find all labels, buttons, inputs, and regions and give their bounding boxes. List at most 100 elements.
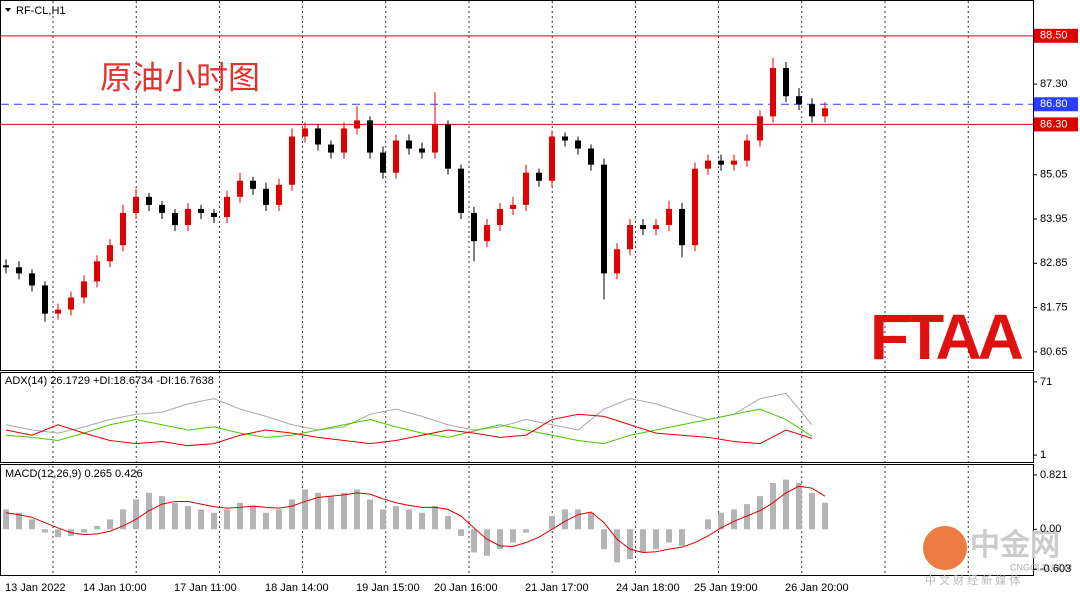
chart-title: 原油小时图 bbox=[100, 59, 260, 95]
x-tick-label: 19 Jan 15:00 bbox=[356, 582, 420, 594]
y-tick-label: 87.30 bbox=[1040, 78, 1068, 90]
histogram-bar bbox=[198, 509, 204, 530]
histogram-bar bbox=[666, 529, 672, 543]
candle-body bbox=[393, 140, 399, 173]
level-tag bbox=[1034, 97, 1078, 112]
candle-body bbox=[29, 273, 35, 286]
histogram-bar bbox=[81, 529, 87, 533]
candle-body bbox=[237, 180, 243, 197]
candle-body bbox=[510, 204, 516, 209]
candle-body bbox=[289, 136, 295, 185]
x-tick-label: 26 Jan 20:00 bbox=[785, 582, 849, 594]
histogram-bar bbox=[3, 509, 9, 530]
y-tick-label: 0.821 bbox=[1040, 469, 1068, 481]
candle-body bbox=[770, 68, 776, 117]
histogram-bar bbox=[497, 529, 503, 550]
histogram-bar bbox=[601, 529, 607, 550]
y-tick-label: 85.05 bbox=[1040, 169, 1068, 181]
histogram-bar bbox=[562, 509, 568, 530]
histogram-bar bbox=[809, 492, 815, 530]
histogram-bar bbox=[341, 492, 347, 530]
level-label: 86.80 bbox=[1040, 98, 1068, 110]
candle-body bbox=[822, 108, 828, 117]
histogram-bar bbox=[263, 512, 269, 530]
candle-body bbox=[731, 160, 737, 165]
histogram-bar bbox=[705, 519, 711, 530]
candle-body bbox=[718, 160, 724, 165]
histogram-bar bbox=[822, 502, 828, 530]
brand-site: CNGOLD.COM bbox=[1010, 562, 1072, 572]
symbol-icon bbox=[5, 8, 11, 12]
histogram-bar bbox=[731, 509, 737, 530]
candle-body bbox=[588, 148, 594, 165]
histogram-bar bbox=[224, 509, 230, 530]
histogram-bar bbox=[484, 529, 490, 556]
candle-body bbox=[224, 196, 230, 218]
candle-body bbox=[783, 68, 789, 97]
level-label: 88.50 bbox=[1040, 30, 1068, 42]
histogram-bar bbox=[458, 529, 464, 536]
y-tick-label: 1 bbox=[1040, 449, 1046, 461]
y-tick-label: 71 bbox=[1040, 376, 1052, 388]
candle-body bbox=[744, 140, 750, 161]
candle-body bbox=[796, 96, 802, 105]
histogram-bar bbox=[94, 525, 100, 530]
y-tick-label: 83.95 bbox=[1040, 213, 1068, 225]
histogram-bar bbox=[406, 509, 412, 530]
histogram-bar bbox=[276, 509, 282, 530]
histogram-bar bbox=[133, 499, 139, 530]
histogram-bar bbox=[211, 512, 217, 530]
histogram-bar bbox=[315, 492, 321, 530]
histogram-bar bbox=[172, 502, 178, 530]
candle-body bbox=[523, 172, 529, 205]
y-tick-label: 80.65 bbox=[1040, 346, 1068, 358]
candle-body bbox=[432, 124, 438, 153]
candle-body bbox=[484, 225, 490, 242]
symbol: RF-CL,H1 bbox=[16, 5, 66, 17]
candle-body bbox=[302, 128, 308, 137]
x-tick-label: 18 Jan 14:00 bbox=[265, 582, 329, 594]
histogram-bar bbox=[796, 482, 802, 530]
histogram-bar bbox=[328, 496, 334, 530]
histogram-bar bbox=[237, 502, 243, 530]
histogram-bar bbox=[445, 516, 451, 530]
candle-body bbox=[120, 212, 126, 246]
candle-body bbox=[471, 212, 477, 242]
adx-panel bbox=[0, 372, 1034, 463]
candle-body bbox=[159, 204, 165, 213]
macd-panel bbox=[0, 464, 1034, 576]
candle-body bbox=[172, 212, 178, 226]
watermark: FTAA bbox=[870, 301, 1023, 373]
histogram-bar bbox=[744, 504, 750, 530]
histogram-bar bbox=[575, 509, 581, 530]
adx-title: ADX(14) 26.1729 +DI:18.6734 -DI:16.7638 bbox=[5, 375, 214, 387]
candle-body bbox=[653, 225, 659, 230]
histogram-bar bbox=[159, 496, 165, 530]
candle-body bbox=[315, 128, 321, 145]
x-tick-label: 13 Jan 2022 bbox=[5, 582, 66, 594]
candle-body bbox=[55, 309, 61, 314]
x-tick-label: 17 Jan 11:00 bbox=[174, 582, 237, 594]
candle-body bbox=[614, 249, 620, 274]
histogram-bar bbox=[523, 529, 529, 533]
candle-body bbox=[679, 208, 685, 246]
histogram-bar bbox=[120, 509, 126, 530]
candle-body bbox=[146, 196, 152, 205]
candle-body bbox=[575, 140, 581, 149]
candle-body bbox=[354, 120, 360, 129]
candle-body bbox=[809, 104, 815, 117]
candle-body bbox=[42, 285, 48, 314]
histogram-bar bbox=[29, 519, 35, 530]
x-tick-label: 21 Jan 17:00 bbox=[525, 582, 589, 594]
candle-body bbox=[536, 172, 542, 181]
x-tick-label: 24 Jan 18:00 bbox=[616, 582, 680, 594]
histogram-bar bbox=[42, 529, 48, 533]
candle-body bbox=[211, 212, 217, 218]
y-tick-label: 82.85 bbox=[1040, 257, 1068, 269]
level-label: 86.30 bbox=[1040, 118, 1068, 130]
x-tick-label: 14 Jan 10:00 bbox=[83, 582, 147, 594]
level-tag bbox=[1034, 28, 1078, 43]
separators bbox=[52, 1, 969, 575]
histogram-bar bbox=[302, 489, 308, 530]
candle-body bbox=[3, 265, 9, 268]
